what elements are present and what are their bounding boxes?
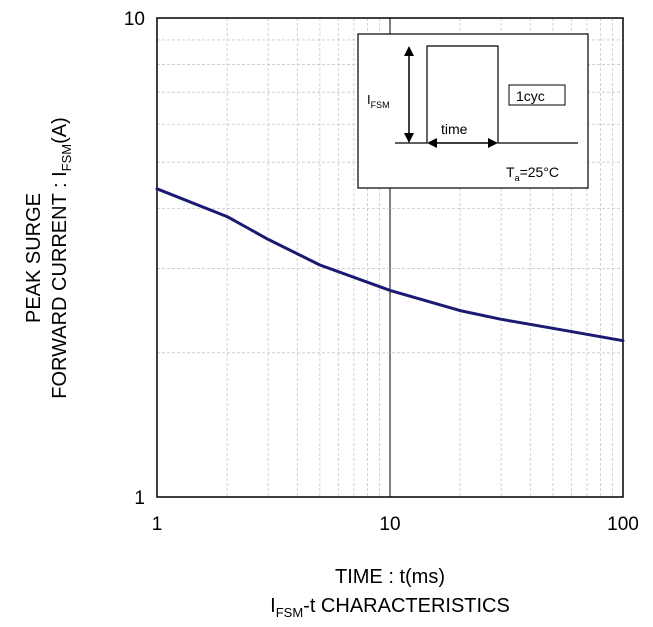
time-arrow-head-left [427, 138, 437, 148]
ambient-temperature-label: Ta=25°C [506, 164, 559, 183]
x-tick-label: 100 [607, 514, 639, 535]
inset-ifsm-label: IFSM [367, 92, 390, 110]
inset-box [357, 33, 589, 189]
y-tick-label: 1 [134, 488, 145, 509]
inset-time-label: time [441, 121, 468, 137]
x-tick-label: 10 [379, 514, 400, 535]
tick-labels: 1 10 100 1 10 [124, 9, 639, 535]
series-layer [155, 187, 625, 343]
y-tick-label: 10 [124, 9, 145, 30]
x-axis-label: TIME : t(ms) [335, 566, 445, 588]
plot-frame [156, 17, 624, 498]
pulse-waveform [395, 45, 578, 144]
ifsm-arrow-head-top [404, 46, 414, 56]
cycle-label-box [508, 84, 566, 106]
y-axis-label-line1: PEAK SURGE [23, 193, 45, 323]
series-line-0 [155, 187, 625, 343]
x-tick-label: 1 [152, 514, 163, 535]
y-axis-label: PEAK SURGE FORWARD CURRENT : IFSM(A) [23, 117, 74, 399]
chart-caption: IFSM-t CHARACTERISTICS [270, 595, 510, 620]
y-axis-label-line2: FORWARD CURRENT : IFSM(A) [49, 117, 74, 399]
inset-diagram: IFSM time 1cyc Ta=25°C [357, 33, 589, 189]
time-arrow-head-right [488, 138, 498, 148]
ifsm-arrow-head-bottom [404, 133, 414, 143]
cycle-label: 1cyc [516, 88, 545, 104]
